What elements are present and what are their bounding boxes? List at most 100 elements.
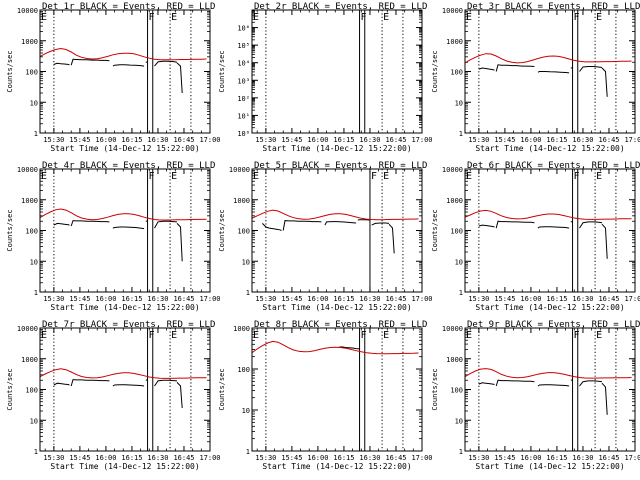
- y-tick-label: 100: [25, 387, 38, 395]
- y-tick-label: 10: [455, 258, 463, 266]
- y-tick-label: 1000: [233, 325, 250, 333]
- y-tick-label: 10000: [442, 325, 463, 333]
- plot-frame: [464, 168, 636, 293]
- x-tick-label: 17:00: [199, 295, 220, 303]
- flag-label: F: [574, 171, 580, 182]
- x-tick-label: 16:30: [147, 295, 168, 303]
- panel-det-1: Det 1r BLACK = Events, RED = LLD Start Ti…: [6, 2, 221, 153]
- event-rate-line: [262, 223, 282, 231]
- y-tick-label: 10¹: [237, 112, 250, 120]
- y-tick-label: 1: [34, 130, 38, 138]
- event-rate-line: [338, 346, 360, 350]
- corner-flag-label: E: [253, 330, 259, 341]
- lld-rate-line: [40, 208, 207, 221]
- x-tick-label: 15:30: [255, 295, 276, 303]
- panel-det-2: Det 2r BLACK = Events, RED = LLD Start Ti…: [218, 2, 433, 153]
- y-tick-label: 1: [246, 289, 250, 297]
- x-tick-label: 16:00: [307, 295, 328, 303]
- y-axis-label: Counts/sec: [431, 368, 439, 410]
- x-tick-label: 16:00: [95, 454, 116, 462]
- panel-det-4: Det 4r BLACK = Events, RED = LLD Start Ti…: [6, 161, 221, 312]
- event-rate-line: [70, 58, 110, 66]
- flag-label: E: [383, 171, 389, 182]
- series-group: [465, 368, 632, 415]
- y-axis-label: Counts/sec: [431, 209, 439, 251]
- x-tick-label: 16:00: [520, 295, 541, 303]
- flag-label: F: [361, 330, 367, 341]
- flag-label: E: [596, 12, 602, 23]
- y-tick-label: 10000: [442, 7, 463, 15]
- corner-flag-label: E: [41, 12, 47, 23]
- y-tick-label: 10000: [229, 166, 250, 174]
- plot-frame: [39, 168, 211, 293]
- event-rate-line: [388, 223, 395, 254]
- x-tick-label: 16:15: [121, 295, 142, 303]
- y-tick-label: 10³: [237, 77, 250, 85]
- y-tick-label: 100: [450, 69, 463, 77]
- y-tick-label: 1: [34, 448, 38, 456]
- y-tick-label: 1000: [21, 38, 38, 46]
- lld-rate-line: [40, 47, 207, 61]
- lld-rate-line: [252, 209, 419, 221]
- flag-label: F: [149, 12, 155, 23]
- event-rate-line: [579, 380, 603, 387]
- x-tick-label: 15:45: [69, 295, 90, 303]
- corner-flag-label: E: [253, 12, 259, 23]
- event-rate-line: [324, 221, 357, 226]
- flag-label: E: [383, 12, 389, 23]
- y-tick-label: 1: [459, 289, 463, 297]
- x-tick-label: 16:15: [333, 295, 354, 303]
- panel-det-3: Det 3r BLACK = Events, RED = LLD Start Ti…: [431, 2, 640, 153]
- x-tick-label: 17:00: [411, 136, 432, 144]
- lld-rate-line: [465, 209, 632, 220]
- panel-det-7: Det 7r BLACK = Events, RED = LLD Start Ti…: [6, 320, 221, 471]
- series-group: [465, 53, 632, 97]
- event-rate-line: [176, 382, 183, 409]
- y-tick-label: 10: [242, 258, 250, 266]
- x-axis-label: Start Time (14-Dec-12 15:22:00): [50, 462, 199, 471]
- flag-label: E: [383, 330, 389, 341]
- x-tick-label: 16:30: [359, 454, 380, 462]
- x-axis-label: Start Time (14-Dec-12 15:22:00): [475, 462, 624, 471]
- x-tick-label: 17:00: [624, 295, 640, 303]
- flag-label: F: [361, 12, 367, 23]
- y-tick-label: 100: [450, 228, 463, 236]
- plot-frame: [251, 327, 423, 452]
- y-axis-label: Counts/sec: [218, 209, 226, 251]
- y-tick-label: 10²: [237, 95, 250, 103]
- y-tick-label: 1000: [446, 197, 463, 205]
- event-rate-line: [53, 62, 70, 66]
- event-rate-line: [112, 384, 145, 387]
- event-rate-line: [154, 379, 178, 387]
- corner-flag-label: E: [466, 12, 472, 23]
- x-tick-label: 16:30: [572, 454, 593, 462]
- x-tick-label: 15:45: [281, 136, 302, 144]
- y-tick-label: 1000: [446, 38, 463, 46]
- flag-label: E: [171, 330, 177, 341]
- event-rate-line: [112, 64, 145, 67]
- y-tick-label: 100: [25, 228, 38, 236]
- x-tick-label: 16:15: [546, 454, 567, 462]
- panel-det-9: Det 9r BLACK = Events, RED = LLD Start Ti…: [431, 320, 640, 471]
- event-rate-line: [282, 220, 322, 231]
- x-tick-label: 16:45: [598, 454, 619, 462]
- y-tick-label: 10000: [17, 166, 38, 174]
- x-axis-label: Start Time (14-Dec-12 15:22:00): [475, 144, 624, 153]
- event-rate-line: [70, 220, 110, 227]
- series-group: [40, 208, 207, 262]
- panel-title: Det 4r BLACK = Events, RED = LLD: [42, 161, 215, 171]
- y-tick-label: 1: [34, 289, 38, 297]
- x-tick-label: 15:30: [468, 454, 489, 462]
- plot-frame: [464, 9, 636, 134]
- x-tick-label: 15:30: [255, 136, 276, 144]
- plot-frame: [251, 9, 423, 134]
- x-tick-label: 16:15: [333, 136, 354, 144]
- flag-label: E: [171, 171, 177, 182]
- x-tick-label: 16:00: [520, 454, 541, 462]
- panel-det-5: Det 5r BLACK = Events, RED = LLD Start Ti…: [218, 161, 433, 312]
- x-tick-label: 15:30: [43, 295, 64, 303]
- x-tick-label: 17:00: [624, 136, 640, 144]
- x-tick-label: 15:45: [494, 136, 515, 144]
- corner-flag-label: E: [253, 171, 259, 182]
- flag-label: F: [574, 330, 580, 341]
